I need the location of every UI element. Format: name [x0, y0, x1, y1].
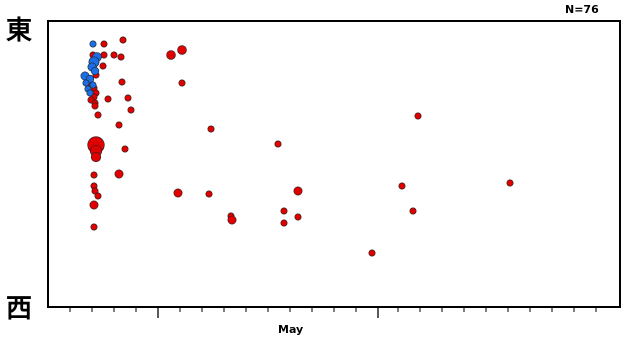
data-point	[119, 36, 127, 44]
data-point	[398, 182, 406, 190]
data-point	[293, 186, 303, 196]
data-point	[90, 66, 100, 76]
data-point	[89, 81, 97, 89]
y-axis-top-label: 東	[6, 16, 33, 46]
data-point	[118, 78, 126, 86]
data-point	[90, 171, 98, 179]
x-axis-ticks	[69, 307, 597, 318]
data-point	[82, 79, 90, 87]
data-point	[368, 249, 376, 257]
data-point	[294, 213, 302, 221]
data-point	[227, 215, 237, 225]
data-point	[127, 106, 135, 114]
data-point	[110, 51, 118, 59]
data-point	[280, 219, 288, 227]
data-point	[117, 53, 125, 61]
data-point	[104, 95, 112, 103]
data-point	[90, 151, 102, 163]
data-point	[178, 79, 186, 87]
data-point	[94, 192, 102, 200]
data-point	[89, 200, 99, 210]
data-point	[91, 102, 99, 110]
data-point	[115, 121, 123, 129]
x-axis-month-label: May	[278, 323, 303, 336]
data-point	[166, 50, 176, 60]
data-point	[506, 179, 514, 187]
sample-count-label: N=76	[565, 3, 599, 16]
data-point	[409, 207, 417, 215]
data-point	[124, 94, 132, 102]
plot-frame	[47, 20, 621, 308]
data-point	[99, 62, 107, 70]
data-point	[280, 207, 288, 215]
y-axis-bottom-label: 西	[6, 294, 33, 324]
data-point	[121, 145, 129, 153]
data-point	[414, 112, 422, 120]
data-point	[86, 89, 94, 97]
data-point	[177, 45, 187, 55]
data-points	[80, 36, 514, 257]
data-point	[89, 40, 97, 48]
data-point	[114, 169, 124, 179]
data-point	[94, 111, 102, 119]
data-point	[90, 223, 98, 231]
data-point	[205, 190, 213, 198]
data-point	[173, 188, 183, 198]
data-point	[274, 140, 282, 148]
data-point	[207, 125, 215, 133]
data-point	[100, 40, 108, 48]
